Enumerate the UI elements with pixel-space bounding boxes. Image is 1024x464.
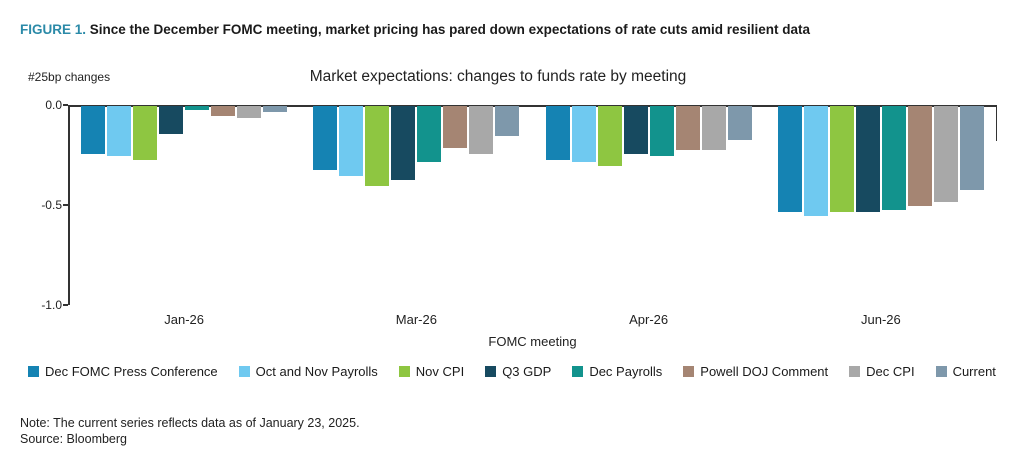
bar-dec-fomc-press-conference-jan-26 xyxy=(81,106,106,154)
legend-swatch-dec-cpi xyxy=(849,366,861,377)
chart-legend: Dec FOMC Press Conference Oct and Nov Pay… xyxy=(28,364,996,379)
bar-dec-fomc-press-conference-mar-26 xyxy=(313,106,338,170)
bar-dec-fomc-press-conference-jun-26 xyxy=(777,106,802,212)
bar-current-jun-26 xyxy=(959,106,984,190)
legend-label-oct-and-nov-payrolls: Oct and Nov Payrolls xyxy=(255,364,378,379)
x-tick-label-mar-26: Mar-26 xyxy=(395,312,437,327)
y-tick-label--0.5: -0.5 xyxy=(41,198,62,212)
x-tick-label-jun-26: Jun-26 xyxy=(861,312,901,327)
figure-header: FIGURE 1. Since the December FOMC meetin… xyxy=(20,22,810,37)
bar-dec-cpi-jun-26 xyxy=(933,106,958,202)
bar-current-mar-26 xyxy=(495,106,520,136)
x-tick-label-jan-26: Jan-26 xyxy=(164,312,204,327)
plot-area: 0.0 -0.5 -1.0 xyxy=(41,98,997,312)
legend-item-current: Current xyxy=(935,364,996,379)
bar-oct-and-nov-payrolls-mar-26 xyxy=(339,106,364,176)
bar-q3-gdp-mar-26 xyxy=(391,106,416,180)
bar-group-jun-26 xyxy=(765,106,997,216)
bar-oct-and-nov-payrolls-apr-26 xyxy=(571,106,596,162)
bar-group-apr-26 xyxy=(533,106,765,166)
bar-dec-fomc-press-conference-apr-26 xyxy=(545,106,570,160)
legend-swatch-dec-fomc-press-conference xyxy=(28,366,39,377)
figure-title: Since the December FOMC meeting, market … xyxy=(89,22,810,37)
x-axis-title: FOMC meeting xyxy=(488,334,577,349)
bar-dec-cpi-mar-26 xyxy=(469,106,494,154)
y-tick-mark-0.0 xyxy=(63,104,68,106)
legend-label-nov-cpi: Nov CPI xyxy=(415,364,465,379)
legend-label-current: Current xyxy=(952,364,996,379)
legend-swatch-q3-gdp xyxy=(485,366,497,377)
figure-number-label: FIGURE 1. xyxy=(20,22,87,37)
bar-current-jan-26 xyxy=(263,106,288,112)
y-axis-line xyxy=(68,105,70,305)
bar-oct-and-nov-payrolls-jun-26 xyxy=(803,106,828,216)
legend-swatch-oct-and-nov-payrolls xyxy=(238,366,250,377)
zero-axis-line xyxy=(68,105,997,107)
note-text: Note: The current series reflects data a… xyxy=(20,416,360,430)
legend-label-dec-fomc-press-conference: Dec FOMC Press Conference xyxy=(45,364,218,379)
legend-swatch-current xyxy=(935,366,947,377)
legend-swatch-powell-doj-comment xyxy=(683,366,695,377)
bar-dec-cpi-apr-26 xyxy=(701,106,726,150)
legend-item-dec-fomc-press-conference: Dec FOMC Press Conference xyxy=(28,364,218,379)
bar-q3-gdp-jun-26 xyxy=(855,106,880,212)
legend-label-dec-cpi: Dec CPI xyxy=(866,364,915,379)
bar-dec-payrolls-mar-26 xyxy=(417,106,442,162)
y-tick-label-0.0: 0.0 xyxy=(45,98,62,112)
bar-group-mar-26 xyxy=(300,106,532,186)
y-tick-mark--0.5 xyxy=(63,204,68,206)
legend-item-dec-payrolls: Dec Payrolls xyxy=(572,364,662,379)
bar-dec-payrolls-apr-26 xyxy=(649,106,674,156)
legend-item-q3-gdp: Q3 GDP xyxy=(485,364,551,379)
bar-powell-doj-comment-jan-26 xyxy=(211,106,236,116)
bar-current-apr-26 xyxy=(727,106,752,140)
y-axis-units-label: #25bp changes xyxy=(28,70,111,84)
chart-title: Market expectations: changes to funds ra… xyxy=(309,68,687,85)
bar-nov-cpi-apr-26 xyxy=(597,106,622,166)
x-tick-label-apr-26: Apr-26 xyxy=(629,312,669,327)
bar-powell-doj-comment-jun-26 xyxy=(907,106,932,206)
legend-item-oct-and-nov-payrolls: Oct and Nov Payrolls xyxy=(238,364,378,379)
legend-label-q3-gdp: Q3 GDP xyxy=(502,364,552,379)
y-tick-mark--1.0 xyxy=(63,304,68,306)
bar-group-jan-26 xyxy=(68,106,300,160)
source-text: Source: Bloomberg xyxy=(20,432,128,446)
legend-swatch-dec-payrolls xyxy=(572,366,584,377)
legend-label-dec-payrolls: Dec Payrolls xyxy=(589,364,663,379)
bar-nov-cpi-jan-26 xyxy=(133,106,158,160)
bar-nov-cpi-mar-26 xyxy=(365,106,390,186)
right-axis-line xyxy=(995,105,997,141)
bar-q3-gdp-apr-26 xyxy=(623,106,648,154)
legend-label-powell-doj-comment: Powell DOJ Comment xyxy=(700,364,829,379)
legend-swatch-nov-cpi xyxy=(398,366,410,377)
legend-item-dec-cpi: Dec CPI xyxy=(849,364,915,379)
bar-dec-cpi-jan-26 xyxy=(237,106,262,118)
bar-powell-doj-comment-mar-26 xyxy=(443,106,468,148)
bar-dec-payrolls-jun-26 xyxy=(881,106,906,210)
bar-nov-cpi-jun-26 xyxy=(829,106,854,212)
bar-oct-and-nov-payrolls-jan-26 xyxy=(107,106,132,156)
bar-q3-gdp-jan-26 xyxy=(159,106,184,134)
bar-dec-payrolls-jan-26 xyxy=(185,106,210,110)
y-tick-label--1.0: -1.0 xyxy=(41,298,62,312)
legend-item-nov-cpi: Nov CPI xyxy=(398,364,465,379)
legend-item-powell-doj-comment: Powell DOJ Comment xyxy=(683,364,828,379)
bar-powell-doj-comment-apr-26 xyxy=(675,106,700,150)
